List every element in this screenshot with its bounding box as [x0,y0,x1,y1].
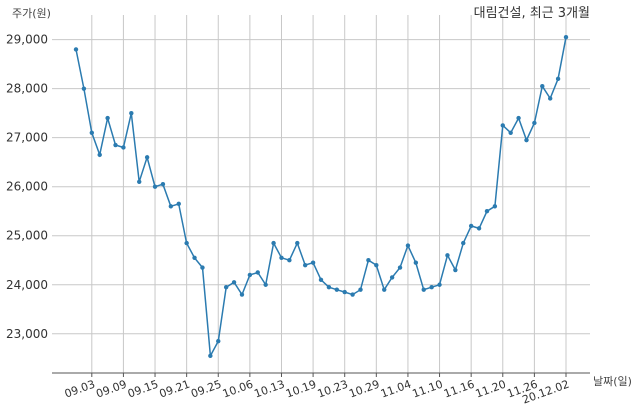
price-point [413,260,419,265]
x-tick-label: 09.25 [189,378,223,401]
price-point [382,287,387,292]
price-point [484,209,490,214]
price-point [184,240,189,246]
y-tick-label: 28,000 [6,82,48,96]
price-point [208,353,213,359]
y-axis-label: 주가(원) [12,7,51,20]
price-point [279,255,284,260]
x-gridlines [91,15,567,377]
y-gridlines [52,39,590,335]
price-point [247,272,253,278]
x-tick-label: 11.10 [411,378,445,401]
price-point [295,240,300,246]
price-point [310,260,316,265]
price-point [374,262,379,268]
price-point [287,258,292,263]
price-point [405,243,411,248]
price-point [271,240,276,246]
price-point [555,76,561,82]
y-tick-label: 27,000 [6,131,48,145]
price-point [516,115,521,121]
x-tick-label: 11.20 [474,378,508,401]
price-point [200,265,205,270]
price-point [73,47,79,52]
x-tick-label: 11.16 [442,378,476,401]
x-tick-label: 09.09 [94,378,128,401]
x-tick-label: 11.04 [379,378,413,401]
price-point [468,223,474,229]
price-point [223,285,229,290]
price-line [75,37,567,359]
price-point [476,226,482,231]
price-point [176,201,181,207]
price-point [168,204,174,209]
price-point [540,83,545,89]
price-point [350,292,355,297]
price-point [453,267,458,273]
price-point [492,204,498,209]
price-point [81,86,87,91]
y-tick-label: 29,000 [6,33,48,47]
x-tick-label: 09.15 [126,378,160,401]
price-point [445,253,450,258]
x-tick-label: 10.23 [316,378,350,401]
price-point [255,270,260,275]
price-point [263,282,268,287]
y-tick-label: 26,000 [6,180,48,194]
price-point [366,258,371,263]
x-axis-label: 날짜(일) [593,374,632,388]
price-point [326,285,332,290]
price-point [144,155,150,160]
x-tick-label: 09.03 [63,378,97,401]
price-point [389,275,395,280]
y-tick-labels: 23,000 24,000 25,000 26,000 27,000 28,000 29,0… [6,33,48,341]
price-point [160,182,166,187]
y-tick-label: 23,000 [6,327,48,341]
price-point [524,137,529,143]
x-tick-label: 10.06 [221,378,255,401]
x-tick-label: 10.19 [284,378,318,401]
price-point [216,338,221,344]
price-point [508,130,513,135]
price-point [105,115,110,121]
price-point [461,240,466,246]
x-tick-label: 10.29 [347,378,381,401]
price-point [231,280,237,285]
price-point [358,287,363,292]
price-point [342,289,347,295]
price-point [429,285,434,290]
price-point [334,287,340,292]
price-point [500,123,505,128]
price-point [97,152,102,158]
price-point [121,145,126,150]
x-tick-labels: 09.0309.0909.1509.2109.2510.0610.1310.19… [63,378,571,407]
x-tick-label: 10.13 [252,378,286,401]
price-point [563,34,569,40]
price-point [397,265,403,270]
price-point [302,262,308,268]
price-point [192,255,197,260]
price-point [547,96,553,101]
chart-title: 대림건설, 최근 3개월 [474,6,590,21]
y-tick-label: 25,000 [6,229,48,243]
price-point [437,282,442,287]
price-point [113,142,118,148]
price-point [129,110,134,116]
price-point [137,179,142,184]
price-points [73,34,569,359]
y-tick-label: 24,000 [6,278,48,292]
price-point [318,277,324,283]
price-point [89,130,95,135]
price-point [532,120,537,126]
price-point [152,184,158,189]
price-point [239,292,245,297]
price-point [421,287,426,292]
x-tick-label: 09.21 [158,378,192,401]
